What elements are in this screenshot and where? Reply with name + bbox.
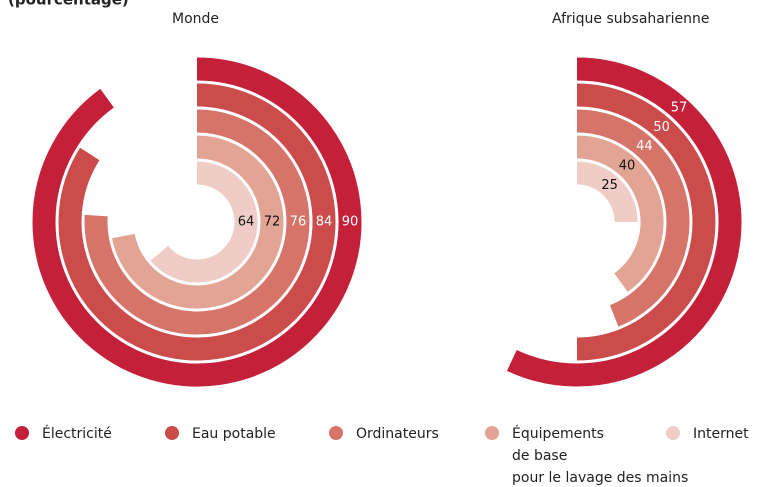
value-label: 64: [238, 215, 255, 230]
value-label: 44: [636, 139, 653, 154]
chart-title: Afrique subsaharienne: [552, 11, 709, 27]
value-label: 72: [264, 215, 281, 230]
radial-bar: [150, 161, 258, 283]
value-label: 57: [671, 100, 688, 115]
header: (pourcentage): [8, 0, 129, 9]
radial-bar: [32, 57, 362, 387]
legend-label: Ordinateurs: [356, 426, 439, 442]
legend-marker: [15, 426, 29, 440]
chart-title: Monde: [172, 11, 219, 27]
radial-bar: [576, 83, 716, 361]
value-label: 76: [290, 215, 307, 230]
legend-label: de base: [512, 448, 567, 464]
legend-label: Internet: [693, 426, 749, 442]
radial-bar: [576, 109, 690, 327]
legend-marker: [485, 426, 499, 440]
legend-label: Électricité: [42, 425, 112, 442]
legend-label: pour le lavage des mains: [512, 470, 688, 486]
radial-bar: [84, 109, 310, 335]
radial-bar: [576, 161, 638, 223]
radial-bar: [506, 57, 742, 387]
value-label: 90: [342, 215, 359, 230]
value-label: 40: [619, 159, 636, 174]
radial-bar: [58, 83, 336, 361]
value-label: 84: [316, 215, 333, 230]
legend-label: Eau potable: [192, 426, 276, 442]
legend-marker: [165, 426, 179, 440]
radial-bar: [112, 135, 284, 309]
legend-label: Équipements: [512, 425, 604, 442]
value-label: 50: [653, 120, 670, 135]
value-label: 25: [601, 178, 618, 193]
radial-bar: [576, 135, 664, 292]
legend-marker: [329, 426, 343, 440]
legend-marker: [666, 426, 680, 440]
